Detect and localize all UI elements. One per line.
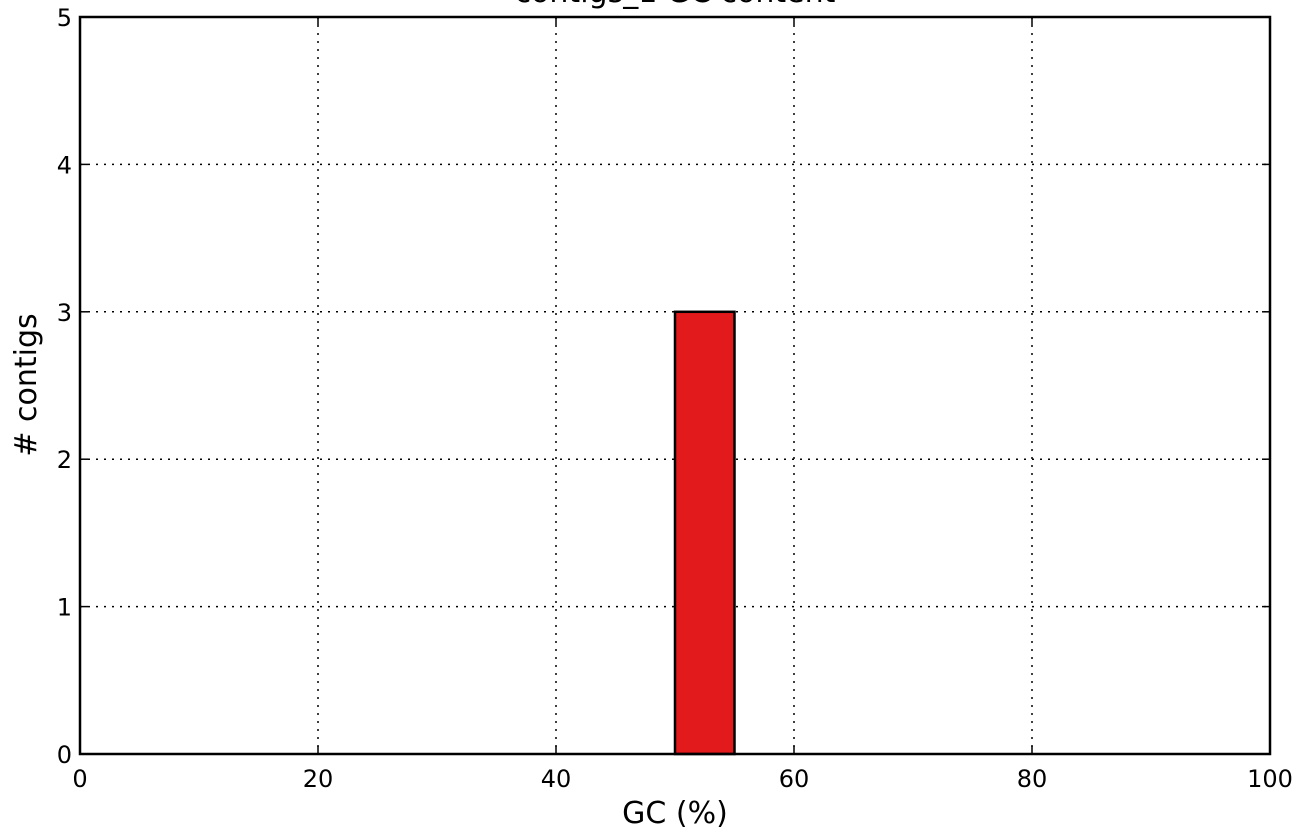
- chart-title: contigs_1 GC content: [515, 0, 836, 10]
- plot-frame: [78, 15, 1272, 756]
- bars: [673, 310, 736, 756]
- y-tick-label: 3: [57, 299, 72, 327]
- x-axis-label: GC (%): [622, 796, 728, 831]
- grid: [80, 17, 1270, 754]
- y-tick-label: 5: [57, 4, 72, 32]
- histogram-bar: [673, 310, 736, 756]
- x-tick-label: 20: [303, 765, 334, 793]
- ticks: [79, 16, 1271, 755]
- x-tick-labels: 0 20 40 60 80 100: [72, 765, 1293, 793]
- y-tick-label: 2: [57, 446, 72, 474]
- x-tick-label: 0: [72, 765, 87, 793]
- x-tick-label: 100: [1247, 765, 1293, 793]
- y-tick-labels: 0 1 2 3 4 5: [57, 4, 72, 769]
- y-axis-label: # contigs: [9, 313, 44, 456]
- y-tick-label: 0: [57, 741, 72, 769]
- y-tick-label: 1: [57, 594, 72, 622]
- x-tick-label: 40: [541, 765, 572, 793]
- x-tick-label: 60: [779, 765, 810, 793]
- x-tick-label: 80: [1017, 765, 1048, 793]
- y-tick-label: 4: [57, 151, 72, 179]
